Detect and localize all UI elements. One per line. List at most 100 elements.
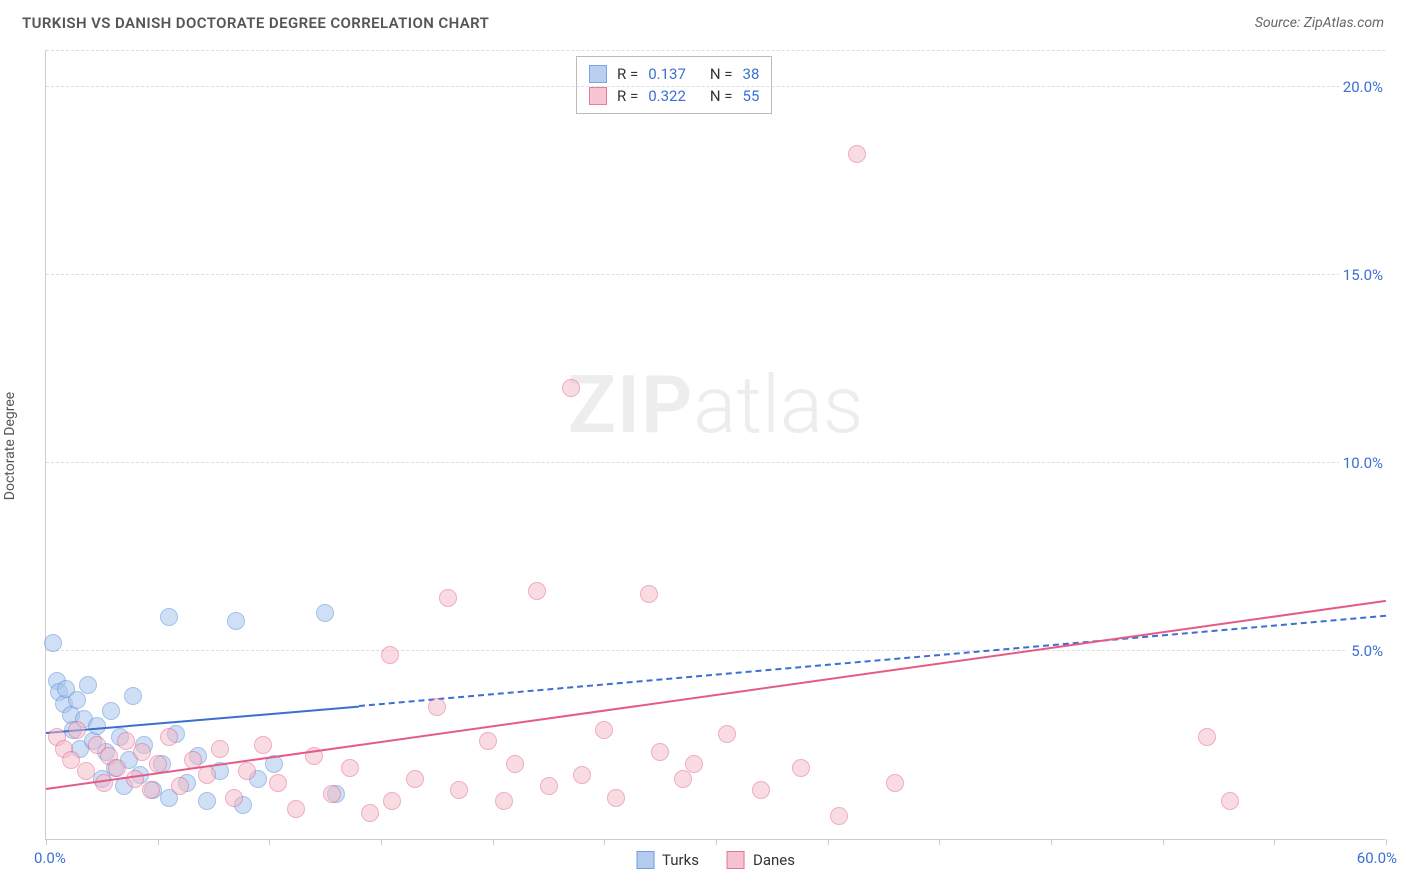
x-tick [46,839,47,845]
legend-item: Turks [636,851,699,869]
data-point [124,687,142,705]
y-tick-label: 10.0% [1339,454,1387,472]
x-tick [1163,839,1164,845]
data-point [142,781,160,799]
x-axis-min-label: 0.0% [34,849,66,867]
x-tick [828,839,829,845]
data-point [406,770,424,788]
chart-plot-area: ZIPatlas R =0.137N =38R =0.322N =55 0.0%… [45,50,1385,840]
data-point [1198,728,1216,746]
n-label: N = [710,65,733,83]
legend-label: Turks [662,851,699,869]
stats-row: R =0.137N =38 [589,63,759,85]
data-point [381,646,399,664]
data-point [68,721,86,739]
legend-swatch [589,65,607,83]
x-tick [1274,839,1275,845]
legend-swatch [636,851,654,869]
data-point [171,777,189,795]
gridline [46,274,1385,275]
data-point [149,755,167,773]
data-point [718,725,736,743]
data-point [44,634,62,652]
data-point [133,743,151,761]
legend-swatch [589,87,607,105]
data-point [68,691,86,709]
data-point [227,612,245,630]
y-tick-label: 5.0% [1347,642,1387,660]
chart-title: TURKISH VS DANISH DOCTORATE DEGREE CORRE… [22,14,489,32]
data-point [752,781,770,799]
data-point [607,789,625,807]
legend-label: Danes [753,851,795,869]
data-point [383,792,401,810]
data-point [361,804,379,822]
data-point [108,759,126,777]
data-point [211,740,229,758]
y-tick-label: 15.0% [1339,266,1387,284]
data-point [126,770,144,788]
stats-row: R =0.322N =55 [589,85,759,107]
data-point [341,759,359,777]
data-point [238,762,256,780]
data-point [198,766,216,784]
data-point [428,698,446,716]
data-point [479,732,497,750]
data-point [674,770,692,788]
x-tick [716,839,717,845]
data-point [323,785,341,803]
legend: Turks Danes [636,851,795,869]
data-point [540,777,558,795]
y-axis-label: Doctorate Degree [2,392,18,500]
data-point [562,379,580,397]
x-tick [939,839,940,845]
legend-swatch [727,851,745,869]
data-point [269,774,287,792]
source-credit: Source: ZipAtlas.com [1255,15,1384,31]
data-point [1221,792,1239,810]
n-value: 38 [743,65,760,83]
data-point [685,755,703,773]
data-point [792,759,810,777]
x-tick [1386,839,1387,845]
data-point [848,145,866,163]
data-point [640,585,658,603]
data-point [102,702,120,720]
data-point [62,751,80,769]
gridline [46,650,1385,651]
trend-line [46,600,1386,790]
data-point [450,781,468,799]
data-point [117,732,135,750]
r-label: R = [617,65,638,83]
data-point [528,582,546,600]
data-point [160,728,178,746]
data-point [198,792,216,810]
n-label: N = [710,87,733,105]
data-point [225,789,243,807]
data-point [506,755,524,773]
data-point [287,800,305,818]
data-point [439,589,457,607]
n-value: 55 [743,87,760,105]
x-tick [493,839,494,845]
data-point [573,766,591,784]
r-label: R = [617,87,638,105]
x-tick [381,839,382,845]
gridline [46,86,1385,87]
legend-item: Danes [727,851,795,869]
x-tick [269,839,270,845]
trend-line [359,615,1386,707]
watermark: ZIPatlas [568,358,864,452]
x-tick [158,839,159,845]
data-point [160,608,178,626]
gridline [46,50,1385,51]
gridline [46,462,1385,463]
y-tick-label: 20.0% [1339,78,1387,96]
x-tick [604,839,605,845]
data-point [595,721,613,739]
x-tick [1051,839,1052,845]
data-point [79,676,97,694]
data-point [254,736,272,754]
data-point [495,792,513,810]
x-axis-max-label: 60.0% [1357,849,1397,867]
